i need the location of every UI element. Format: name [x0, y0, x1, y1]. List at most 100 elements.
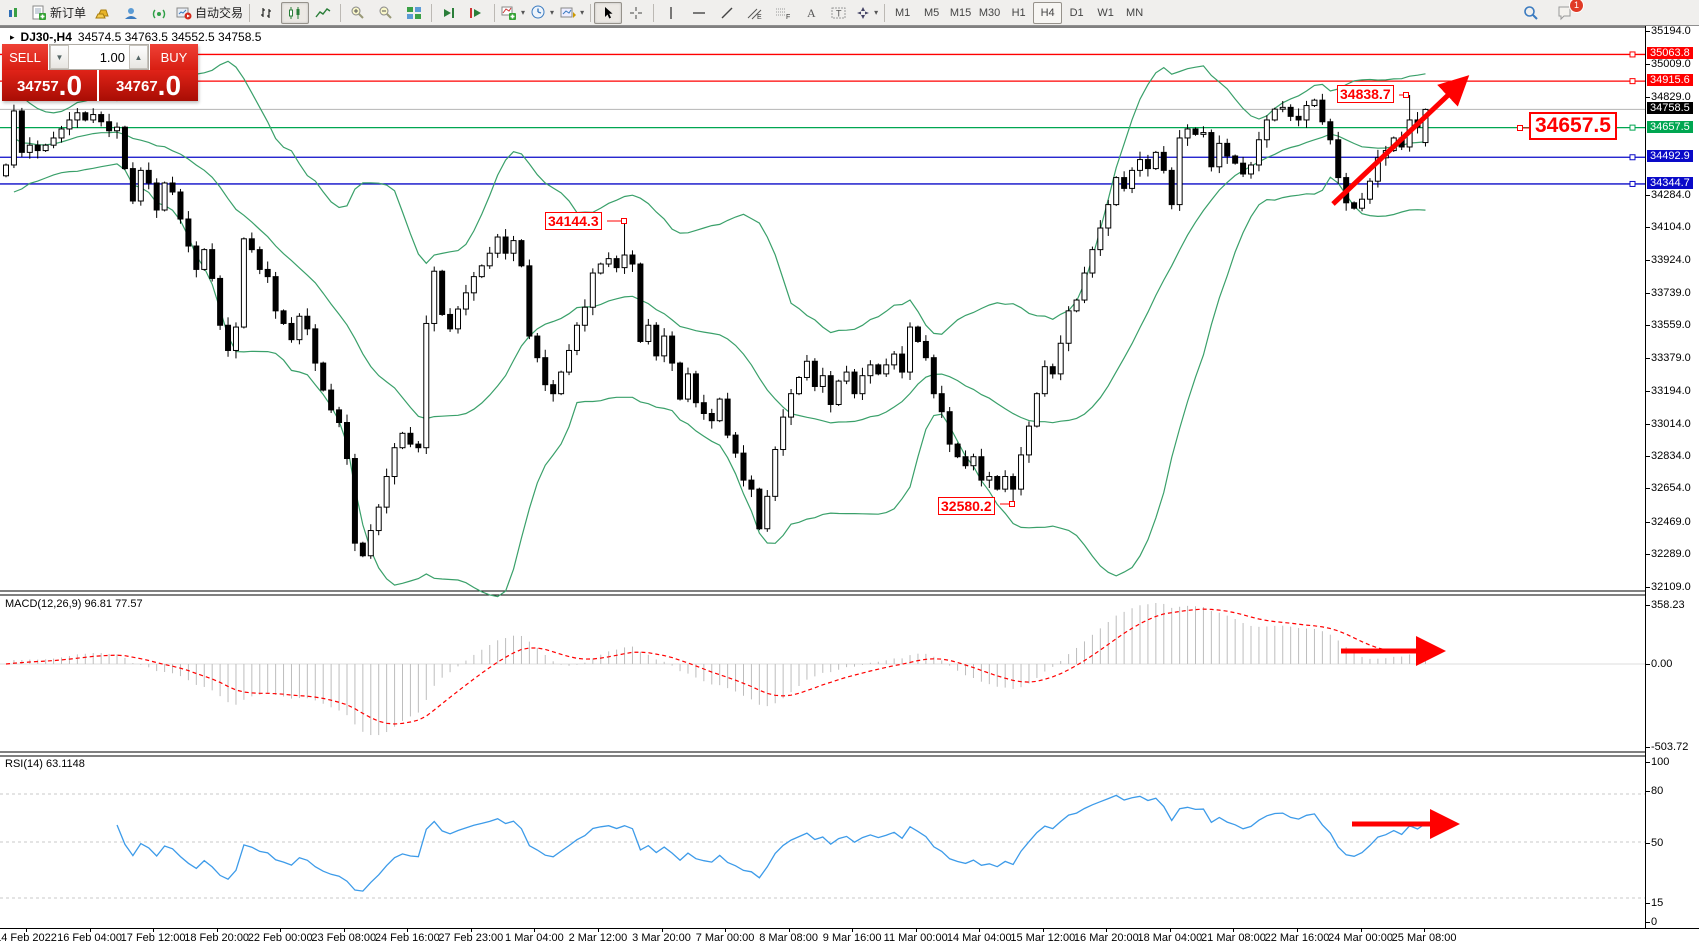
crosshair-button[interactable]	[622, 2, 650, 24]
svg-text:A: A	[807, 6, 816, 20]
macd-tick: 358.23	[1651, 599, 1685, 611]
price-tick: 33739.0	[1651, 287, 1691, 300]
time-tick: 24 Mar 00:00	[1328, 932, 1393, 944]
price-level-label: 35063.8	[1647, 47, 1693, 60]
volume-increase-button[interactable]: ▲	[129, 45, 148, 69]
tile-windows-icon	[406, 6, 422, 20]
volume-stepper: ▼ ▲	[49, 44, 149, 70]
price-tick: 33014.0	[1651, 417, 1691, 430]
search-button[interactable]	[1517, 2, 1545, 24]
time-tick: 7 Mar 00:00	[695, 932, 755, 944]
arrows-button[interactable]: ▾	[853, 2, 881, 24]
price-tick: 32654.0	[1651, 482, 1691, 495]
indicators-icon	[501, 5, 517, 20]
cursor-icon	[601, 6, 615, 20]
text-label-button[interactable]: T	[825, 2, 853, 24]
timeframe-MN-button[interactable]: MN	[1126, 6, 1144, 19]
channel-icon: E	[747, 6, 763, 20]
horizontal-line-button[interactable]	[685, 2, 713, 24]
vertical-line-icon	[664, 6, 678, 20]
key-level-label[interactable]: 34657.5	[1529, 112, 1617, 140]
market-watch-icon[interactable]	[89, 2, 117, 24]
time-tick: 15 Mar 12:00	[1010, 932, 1076, 944]
new-order-button[interactable]: 新订单	[28, 2, 89, 24]
rsi-tick: 80	[1651, 785, 1664, 797]
time-tick: 14 Feb 2022	[0, 932, 57, 944]
auto-scroll-icon	[441, 6, 457, 20]
chart-title: ▸ DJ30-,H4 34574.5 34763.5 34552.5 34758…	[10, 30, 261, 44]
toolbar-separator	[249, 3, 251, 22]
arrows-icon	[856, 6, 870, 20]
volume-decrease-button[interactable]: ▼	[50, 45, 69, 69]
time-tick: 25 Mar 08:00	[1391, 932, 1457, 944]
line-chart-icon	[315, 6, 331, 20]
time-tick: 16 Feb 04:00	[57, 932, 122, 944]
timeframe-D1-button[interactable]: D1	[1069, 6, 1084, 19]
timeframe-H4-button[interactable]: H4	[1033, 1, 1063, 24]
time-tick: 3 Mar 20:00	[632, 932, 691, 944]
timeframe-M30-button[interactable]: M30	[978, 6, 1001, 19]
timeframe-W1-button[interactable]: W1	[1097, 6, 1114, 19]
indicators-button[interactable]: ▾	[498, 2, 528, 24]
community-icon[interactable]	[117, 2, 145, 24]
zoom-in-button[interactable]	[344, 2, 372, 24]
sell-price-main: 34757	[16, 78, 59, 95]
chevron-down-icon: ▾	[580, 8, 585, 17]
swing-low-label[interactable]: 32580.2	[938, 497, 995, 515]
price-axis[interactable]: 35194.0 35009.0 34829.0 34284.0 34104.0 33924…	[1645, 25, 1699, 928]
periods-icon	[531, 5, 546, 20]
price-level-label: 34657.5	[1647, 120, 1693, 133]
vertical-line-button[interactable]	[657, 2, 685, 24]
time-tick: 11 Mar 00:00	[883, 932, 948, 944]
swing-high-label-1[interactable]: 34144.3	[545, 212, 602, 230]
rsi-tick: 100	[1651, 756, 1670, 768]
candlestick-chart-button[interactable]	[281, 1, 310, 24]
zoom-out-button[interactable]	[372, 2, 400, 24]
line-chart-button[interactable]	[309, 2, 337, 24]
time-axis[interactable]: 14 Feb 2022 16 Feb 04:00 17 Feb 12:00 18 Fe…	[0, 928, 1699, 945]
buy-button[interactable]: BUY	[149, 44, 198, 70]
chart-icon: ▸	[10, 31, 15, 42]
price-tick: 32834.0	[1651, 449, 1691, 462]
timeframe-M5-button[interactable]: M5	[923, 6, 940, 19]
signals-icon[interactable]	[145, 2, 173, 24]
periods-button[interactable]: ▾	[528, 2, 557, 24]
text-button[interactable]: A	[797, 2, 825, 24]
notifications-button[interactable]: 1	[1551, 0, 1584, 24]
timeframe-M15-button[interactable]: M15	[949, 6, 972, 19]
chart-window-icon[interactable]	[0, 2, 28, 24]
text-label-icon: T	[831, 6, 847, 20]
swing-high-label-2[interactable]: 34838.7	[1337, 85, 1394, 103]
auto-scroll-button[interactable]	[435, 2, 463, 24]
channel-button[interactable]: E	[741, 2, 769, 24]
timeframe-M1-button[interactable]: M1	[894, 6, 911, 19]
toolbar-separator	[590, 3, 592, 22]
rsi-tick: 15	[1651, 897, 1664, 909]
sell-price[interactable]: 34757.0	[2, 70, 99, 101]
svg-text:E: E	[757, 14, 762, 20]
volume-input[interactable]	[69, 45, 129, 69]
rsi-pane-label: RSI(14) 63.1148	[5, 758, 85, 770]
price-tick: 33559.0	[1651, 319, 1691, 332]
chart-ohlc-values: 34574.5 34763.5 34552.5 34758.5	[77, 30, 262, 44]
sell-button[interactable]: SELL	[2, 44, 49, 70]
tile-windows-button[interactable]	[400, 2, 428, 24]
autotrading-icon	[176, 6, 192, 20]
timeframe-H1-button[interactable]: H1	[1011, 6, 1026, 19]
price-level-label: 34758.5	[1647, 102, 1693, 115]
svg-text:F: F	[786, 14, 790, 20]
templates-button[interactable]: ▾	[557, 2, 587, 24]
chart-shift-button[interactable]	[463, 2, 491, 24]
trendline-button[interactable]	[713, 2, 741, 24]
bar-chart-button[interactable]	[253, 2, 281, 24]
price-tick: 34104.0	[1651, 221, 1691, 234]
cursor-button[interactable]	[594, 1, 623, 24]
autotrading-button[interactable]: 自动交易	[173, 2, 246, 24]
trendline-icon	[720, 6, 734, 20]
buy-price[interactable]: 34767.0	[99, 70, 198, 101]
bar-chart-icon	[259, 6, 275, 20]
fibonacci-button[interactable]: F	[769, 2, 797, 24]
time-tick: 2 Mar 12:00	[568, 932, 628, 944]
community-icon-icon	[123, 6, 139, 20]
